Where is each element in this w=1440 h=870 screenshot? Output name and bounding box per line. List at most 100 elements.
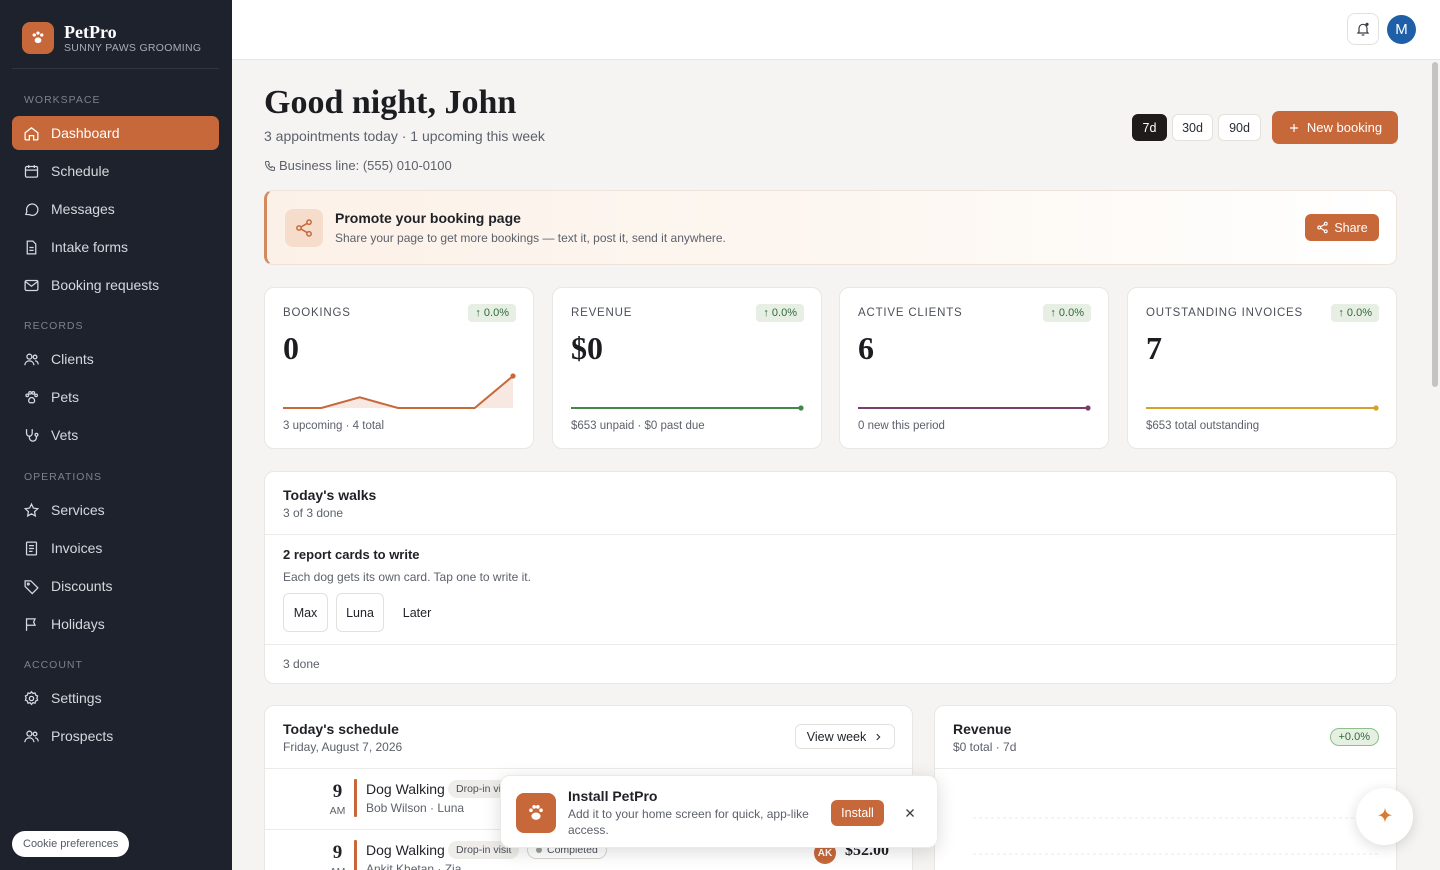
stat-footer: $653 total outstanding [1146,420,1260,432]
outstanding-invoices-sparkline [1146,405,1379,411]
stat-change-badge: ↑ 0.0% [468,304,516,322]
walks-title: Today's walks [283,487,377,503]
stat-label: ACTIVE CLIENTS [858,307,963,319]
stat-label: BOOKINGS [283,307,351,319]
paw-icon [25,390,39,403]
sparkline-area [283,376,513,408]
promo-subtitle: Share your page to get more bookings — t… [335,231,726,245]
brand-name: PetPro [64,21,117,42]
stat-card-active-clients[interactable]: ACTIVE CLIENTS ↑ 0.0% 6 0 new this perio… [839,287,1109,449]
appointment-service: Dog Walking [366,781,445,797]
gear-icon [24,690,39,705]
new-booking-button[interactable]: New booking [1272,111,1398,144]
divider [935,768,1396,769]
sidebar-item-holidays[interactable]: Holidays [12,607,219,641]
appointment-type-tag: Drop-in visit [448,841,520,859]
sidebar-item-settings[interactable]: Settings [12,681,219,715]
sidebar-item-label: Schedule [51,163,110,179]
sidebar-item-label: Holidays [51,616,105,632]
section-label-operations: OPERATIONS [24,471,103,483]
stat-card-revenue[interactable]: REVENUE ↑ 0.0% $0 $653 unpaid · $0 past … [552,287,822,449]
sidebar-item-label: Pets [51,389,80,405]
users-icon [24,353,39,365]
report-card-max-button[interactable]: Max [283,593,328,632]
ai-assistant-button[interactable] [1356,788,1413,845]
sidebar-item-label: Messages [51,201,115,217]
paw-logo-icon [22,22,54,54]
section-label-workspace: WORKSPACE [24,94,101,106]
install-app-popup: Install PetPro Add it to your home scree… [500,775,938,848]
report-card-luna-button[interactable]: Luna [336,593,384,632]
sidebar-item-booking-requests[interactable]: Booking requests [12,268,219,302]
phone-icon [264,160,275,171]
sidebar-item-schedule[interactable]: Schedule [12,154,219,188]
todays-walks-card: Today's walks 3 of 3 done 2 report cards… [264,471,1397,684]
business-phone: Business line: (555) 010-0100 [264,158,452,173]
later-button[interactable]: Later [402,605,432,620]
walks-done-count: 3 done [283,657,320,671]
cookie-preferences-button[interactable]: Cookie preferences [12,831,130,857]
stat-footer: $653 unpaid · $0 past due [571,420,705,432]
sidebar-item-label: Services [51,502,105,518]
sidebar-item-vets[interactable]: Vets [12,418,219,452]
page-scrollbar[interactable] [1432,62,1438,387]
sidebar-item-label: Settings [51,690,102,706]
avatar[interactable]: M [1387,15,1416,44]
sidebar-item-invoices[interactable]: Invoices [12,531,219,565]
client-name: Bob Wilson [366,801,427,815]
stat-change: 0.0% [483,307,509,319]
promo-title: Promote your booking page [335,210,521,226]
sidebar-item-pets[interactable]: Pets [12,380,219,414]
bell-icon [1356,22,1370,36]
sidebar-item-intake-forms[interactable]: Intake forms [12,230,219,264]
message-icon [24,202,39,216]
appointment-hour: 9 [332,781,343,802]
status-dot [536,847,542,853]
appointment-service: Dog Walking [366,842,445,858]
star-icon [23,502,40,517]
close-popup-button[interactable] [901,804,919,822]
stat-change-badge: ↑ 0.0% [756,304,804,322]
share-icon [285,209,323,247]
stat-change: 0.0% [1346,307,1372,319]
share-icon [1317,221,1329,234]
brand[interactable]: PetPro SUNNY PAWS GROOMING [22,22,201,54]
home-icon [24,126,39,141]
revenue-card: Revenue $0 total · 7d +0.0% [934,705,1397,870]
range-30d-button[interactable]: 30d [1172,114,1213,141]
revenue-change-badge: +0.0% [1329,728,1379,746]
topbar [232,0,1440,60]
install-button[interactable]: Install [831,800,884,826]
users-icon [24,730,39,742]
divider [265,768,912,769]
receipt-icon [25,540,38,556]
tag-icon [24,579,39,594]
sidebar-item-prospects[interactable]: Prospects [12,719,219,753]
range-7d-button[interactable]: 7d [1132,114,1167,141]
paw-logo-icon [516,793,556,833]
view-week-button[interactable]: View week [795,724,895,749]
stat-change-badge: ↑ 0.0% [1043,304,1091,322]
stat-card-bookings[interactable]: BOOKINGS ↑ 0.0% 0 3 upcoming · 4 total [264,287,534,449]
sidebar-item-services[interactable]: Services [12,493,219,527]
sidebar-item-dashboard[interactable]: Dashboard [12,116,219,150]
sidebar-item-label: Vets [51,427,79,443]
notifications-button[interactable] [1347,13,1379,45]
business-phone-text: Business line: (555) 010-0100 [279,158,452,173]
appointment-ampm: AM [325,866,350,870]
revenue-title: Revenue [953,721,1012,737]
sidebar-item-discounts[interactable]: Discounts [12,569,219,603]
active-clients-sparkline [858,405,1091,411]
share-button[interactable]: Share [1305,214,1379,241]
walks-subtitle: 3 of 3 done [283,506,344,520]
sparkline-end-point [1085,405,1091,411]
pet-name: Zia [444,862,462,870]
appointment-client: Ankit Khetan · Zia [366,862,461,870]
sidebar-item-messages[interactable]: Messages [12,192,219,226]
range-90d-button[interactable]: 90d [1218,114,1261,141]
stat-change: 0.0% [1058,307,1084,319]
promote-booking-banner: Promote your booking page Share your pag… [264,190,1397,265]
stat-card-outstanding-invoices[interactable]: OUTSTANDING INVOICES ↑ 0.0% 7 $653 total… [1127,287,1397,449]
sidebar-item-clients[interactable]: Clients [12,342,219,376]
bookings-sparkline [283,373,516,409]
